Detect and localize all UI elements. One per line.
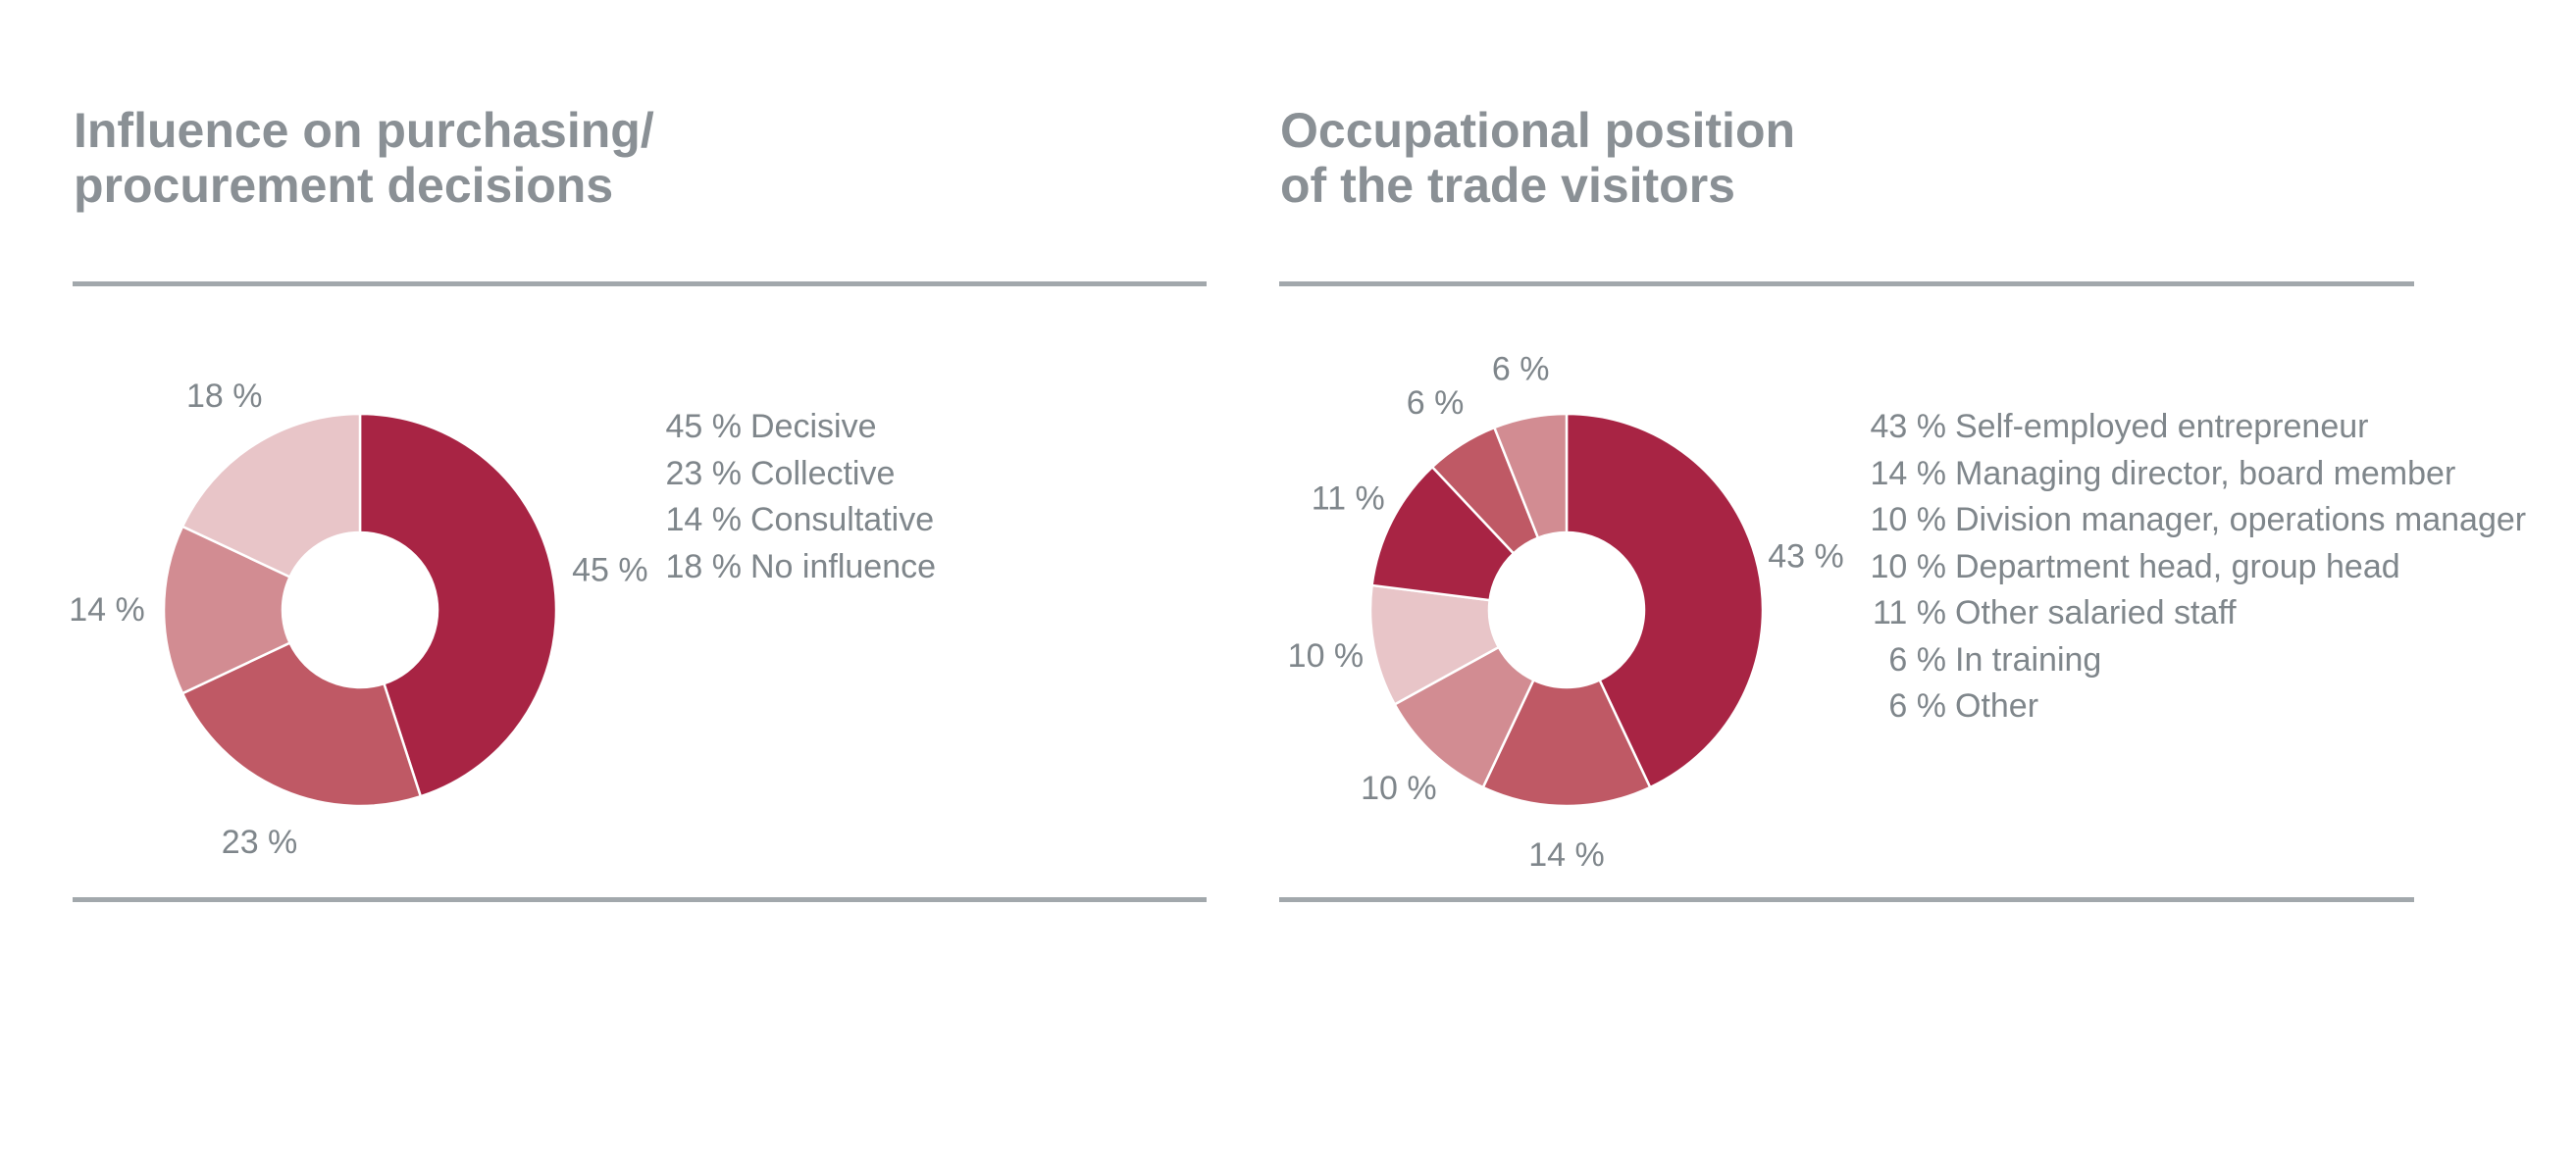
divider-bottom	[1279, 897, 2414, 902]
legend-label: Managing director, board member	[1955, 454, 2456, 492]
legend-label: Other	[1955, 687, 2039, 725]
donut-chart-occupational-position: 43 % 14 % 10 % 10 % 11 % 6 % 6 %	[1288, 350, 1844, 874]
chart-title-line: Occupational position	[1280, 103, 1796, 158]
donut-slice	[162, 525, 292, 695]
legend-label: Division manager, operations manager	[1955, 501, 2527, 538]
legend-percent: 10 %	[1870, 501, 1947, 538]
legend-label: Other salaried staff	[1955, 594, 2237, 631]
legend-percent: 14 %	[1870, 454, 1947, 492]
chart-legend: 43 % Self-employed entrepreneur 14 % Manag…	[1862, 404, 2527, 731]
legend-item: 45 % Decisive	[657, 404, 936, 451]
legend-label: Department head, group head	[1955, 547, 2400, 585]
slice-value-label: 45 %	[572, 552, 648, 589]
slice-value-label: 6 %	[1492, 350, 1550, 387]
divider-top	[73, 281, 1207, 286]
legend-label: Decisive	[750, 408, 877, 445]
legend-item: 18 % No influence	[657, 544, 937, 591]
chart-panel-purchasing-influence: Influence on purchasing/ procurement dec…	[0, 0, 1265, 1160]
donut-slice	[1492, 412, 1569, 540]
slice-value-label: 14 %	[1528, 836, 1605, 874]
legend-label: Collective	[750, 454, 896, 492]
slice-value-label: 11 %	[1312, 480, 1385, 518]
divider-bottom	[73, 897, 1207, 902]
legend-item: 43 % Self-employed entrepreneur	[1862, 404, 2526, 451]
legend-item: 10 % Department head, group head	[1862, 544, 2526, 591]
legend-percent: 6 %	[1888, 687, 1946, 725]
donut-slice	[180, 640, 423, 808]
legend-percent: 23 %	[665, 454, 743, 492]
slice-value-label: 43 %	[1768, 537, 1844, 575]
chart-legend: 45 % Decisive 23 % Collective 14 % Consulta…	[657, 404, 937, 591]
slice-value-label: 14 %	[69, 591, 145, 629]
slice-value-label: 10 %	[1288, 637, 1365, 675]
legend-label: Consultative	[750, 501, 935, 538]
donut-slice	[1565, 412, 1765, 789]
legend-percent: 10 %	[1870, 547, 1947, 585]
donut-slice	[1481, 678, 1652, 808]
legend-item: 14 % Managing director, board member	[1862, 451, 2526, 498]
legend-percent: 11 %	[1873, 594, 1946, 631]
slice-value-label: 23 %	[222, 824, 298, 861]
chart-title: Occupational position of the trade visit…	[1280, 103, 1795, 213]
legend-item: 10 % Division manager, operations manager	[1862, 497, 2527, 544]
chart-title-line: of the trade visitors	[1280, 158, 1735, 213]
legend-label: No influence	[750, 547, 937, 585]
slice-value-label: 6 %	[1407, 384, 1465, 422]
chart-panel-occupational-position: Occupational position of the trade visit…	[1265, 0, 2576, 1160]
donut-chart-purchasing-influence: 45 % 23 % 14 % 18 %	[69, 378, 648, 861]
donut-slice	[358, 412, 558, 798]
legend-item: 6 % In training	[1862, 637, 2526, 684]
legend-item: 23 % Collective	[657, 451, 936, 498]
legend-percent: 43 %	[1870, 408, 1947, 445]
legend-label: In training	[1955, 640, 2102, 679]
legend-label: Self-employed entrepreneur	[1955, 408, 2369, 445]
slice-value-label: 10 %	[1361, 770, 1437, 807]
chart-title: Influence on purchasing/ procurement dec…	[74, 103, 654, 213]
legend-percent: 14 %	[665, 501, 743, 538]
legend-percent: 45 %	[665, 408, 743, 445]
legend-percent: 6 %	[1888, 640, 1946, 679]
chart-title-line: Influence on purchasing/	[74, 103, 654, 158]
legend-percent: 18 %	[665, 547, 743, 585]
legend-item: 6 % Other	[1862, 683, 2526, 731]
slice-value-label: 18 %	[186, 378, 263, 415]
legend-item: 11 % Other salaried staff	[1862, 590, 2526, 637]
donut-slice	[180, 412, 362, 580]
chart-title-line: procurement decisions	[74, 158, 614, 213]
legend-item: 14 % Consultative	[657, 497, 936, 544]
divider-top	[1279, 281, 2414, 286]
